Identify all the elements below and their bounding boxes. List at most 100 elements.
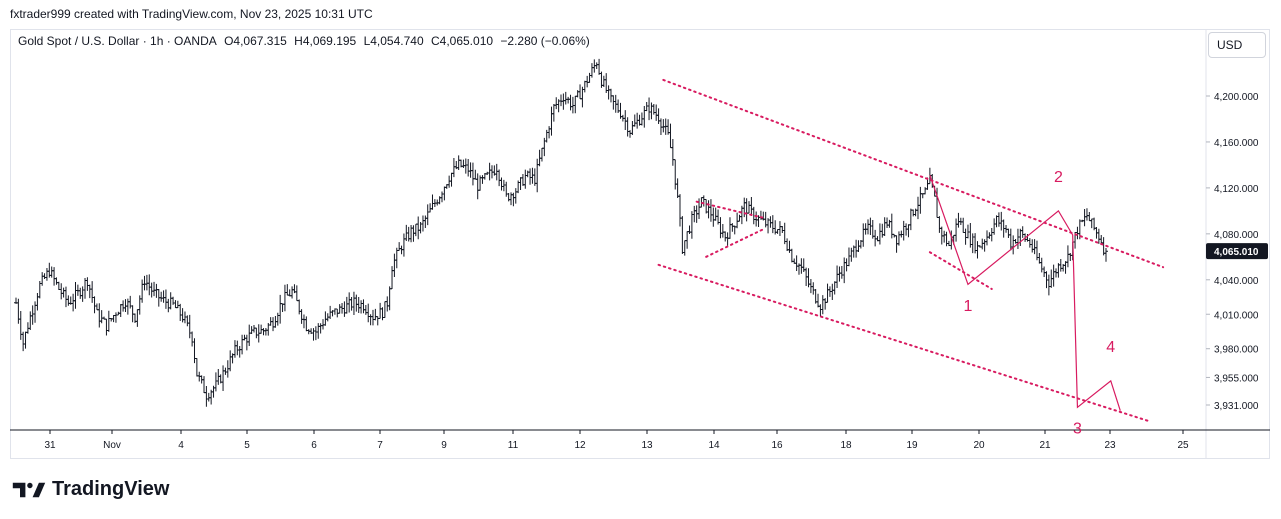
ohlc-bar [737, 214, 742, 222]
ohlc-bar [363, 304, 368, 315]
ohlc-bar [140, 279, 145, 303]
ohlc-bar [1039, 257, 1044, 273]
ohlc-bar [585, 75, 590, 88]
symbol-legend: Gold Spot / U.S. Dollar · 1h · OANDA O4,… [18, 34, 594, 48]
ohlc-bar [216, 368, 221, 385]
ohlc-bar [954, 218, 959, 242]
ohlc-bar [725, 232, 730, 246]
ohlc-bar [356, 297, 361, 313]
ohlc-bar [661, 119, 666, 133]
ohlc-bar [254, 327, 259, 339]
ohlc-bar [466, 159, 471, 177]
ohlc-bar [956, 212, 961, 228]
ohlc-bar [21, 331, 26, 352]
currency-selector-button[interactable]: USD [1208, 32, 1266, 58]
ohlc-bar [723, 231, 728, 242]
legend-close: C4,065.010 [430, 34, 494, 48]
ohlc-bar [818, 304, 823, 317]
ohlc-bar [49, 266, 54, 278]
ohlc-bar [1020, 226, 1025, 238]
ohlc-bar [1037, 252, 1042, 264]
ohlc-bar [104, 318, 109, 336]
ohlc-bar [575, 90, 580, 98]
ohlc-bar [161, 290, 166, 303]
ohlc-bar [475, 173, 480, 200]
ohlc-bar [228, 350, 233, 372]
ohlc-bar [99, 310, 104, 324]
ohlc-bar [406, 226, 411, 242]
ohlc-bar [539, 147, 544, 162]
ohlc-bar [247, 324, 252, 347]
ohlc-bar [882, 217, 887, 236]
ohlc-bar [61, 287, 66, 298]
y-tick-label: 3,955.000 [1214, 373, 1259, 384]
lower-channel-line[interactable] [657, 263, 1150, 423]
x-tick-label: 18 [840, 440, 852, 451]
ohlc-bar [770, 215, 775, 234]
ohlc-bar [206, 392, 211, 402]
ohlc-bar [1051, 264, 1056, 287]
ohlc-bar [290, 286, 295, 299]
y-tick-label: 4,080.000 [1214, 230, 1259, 241]
ohlc-bar [221, 365, 226, 392]
ohlc-bar [378, 302, 383, 319]
ohlc-bars [14, 58, 1108, 407]
ohlc-bar [1068, 253, 1073, 261]
ohlc-bar [782, 222, 787, 245]
flag-top-line[interactable] [695, 200, 765, 219]
ohlc-bar [509, 192, 514, 206]
ohlc-bar [275, 312, 280, 326]
ohlc-bar [166, 298, 171, 313]
ohlc-bar [375, 316, 380, 326]
ohlc-bar [251, 325, 256, 333]
ohlc-bar [390, 266, 395, 290]
ohlc-bar [1011, 235, 1016, 255]
ohlc-bar [854, 239, 859, 258]
ohlc-bar [190, 331, 195, 347]
ohlc-bar [271, 317, 276, 332]
ohlc-bar [323, 311, 328, 326]
ohlc-bar [918, 186, 923, 214]
ohlc-bar [240, 334, 245, 355]
flag-bottom-line[interactable] [705, 228, 765, 258]
ohlc-bar [361, 299, 366, 314]
y-tick-label: 4,040.000 [1214, 276, 1259, 287]
x-tick-label: 13 [641, 440, 653, 451]
ohlc-bar [587, 72, 592, 83]
tradingview-brand[interactable]: TradingView [12, 478, 169, 501]
ohlc-bar [23, 331, 28, 349]
ohlc-bar [923, 187, 928, 195]
ohlc-bar [428, 203, 433, 213]
ohlc-bar [968, 222, 973, 248]
ohlc-bar [961, 217, 966, 234]
ohlc-bar [180, 308, 185, 323]
ohlc-bar [915, 196, 920, 220]
x-tick-label: 12 [574, 440, 586, 451]
y-tick-label: 3,980.000 [1214, 345, 1259, 356]
ohlc-bar [263, 328, 268, 336]
ohlc-bar [544, 129, 549, 143]
ohlc-bar [561, 93, 566, 110]
y-tick-label: 4,200.000 [1214, 92, 1259, 103]
ohlc-bar [566, 96, 571, 104]
wave-label: 4 [1106, 339, 1115, 356]
ohlc-bar [1101, 237, 1106, 256]
ohlc-bar [656, 108, 661, 125]
ohlc-bar [342, 301, 347, 317]
x-tick-label: 7 [377, 440, 383, 451]
ohlc-bar [823, 298, 828, 310]
ohlc-bar [799, 258, 804, 274]
wave-projection-path[interactable] [929, 175, 1121, 411]
ohlc-bar [35, 293, 40, 311]
ohlc-bar [92, 296, 97, 314]
x-tick-label: 6 [311, 440, 317, 451]
ohlc-bar [523, 169, 528, 189]
ohlc-bar [970, 233, 975, 254]
upper-channel-line[interactable] [662, 78, 1165, 269]
ohlc-bar [777, 221, 782, 236]
ohlc-bar [582, 80, 587, 93]
ohlc-bar [425, 204, 430, 226]
small-channel-bottom-line[interactable] [928, 251, 993, 290]
x-tick-label: 21 [1039, 440, 1051, 451]
